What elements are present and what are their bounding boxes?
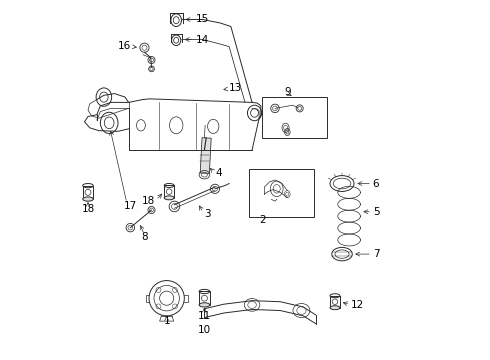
Text: 17: 17 — [123, 202, 137, 211]
Text: 8: 8 — [141, 232, 148, 242]
Text: 13: 13 — [229, 83, 243, 93]
Bar — [164, 185, 174, 198]
Text: 4: 4 — [215, 168, 221, 178]
Text: 15: 15 — [196, 14, 209, 24]
Bar — [248, 170, 314, 217]
Text: 18: 18 — [142, 196, 155, 206]
Text: 9: 9 — [284, 87, 291, 97]
Text: 16: 16 — [118, 41, 131, 51]
Text: 7: 7 — [373, 249, 379, 259]
Bar — [262, 97, 327, 138]
Text: 5: 5 — [373, 207, 379, 217]
Text: 3: 3 — [204, 208, 211, 219]
Ellipse shape — [83, 197, 93, 201]
Ellipse shape — [199, 303, 210, 307]
Ellipse shape — [164, 196, 174, 200]
Text: 12: 12 — [351, 300, 364, 310]
Ellipse shape — [330, 306, 340, 310]
Text: 2: 2 — [259, 215, 266, 225]
Bar — [330, 296, 340, 308]
Bar — [199, 292, 210, 305]
Bar — [200, 138, 211, 174]
Text: 1: 1 — [163, 316, 170, 326]
Text: 6: 6 — [373, 179, 379, 189]
Text: 10: 10 — [198, 325, 211, 335]
Text: 11: 11 — [198, 311, 211, 321]
Bar — [83, 186, 93, 199]
Text: 18: 18 — [81, 204, 95, 214]
Text: 14: 14 — [196, 35, 209, 45]
